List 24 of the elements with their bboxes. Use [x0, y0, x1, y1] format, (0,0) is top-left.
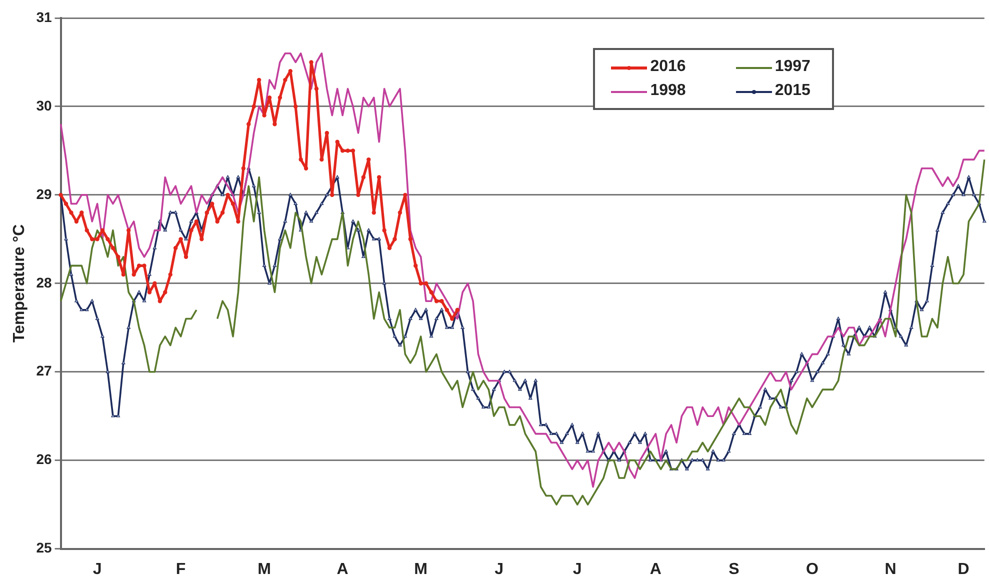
x-tick-label: F	[176, 560, 186, 578]
x-tick-label: J	[572, 560, 582, 578]
y-tick-label: 28	[36, 274, 52, 290]
x-tick-label: J	[494, 560, 504, 578]
y-axis-title: Temperature °C	[11, 224, 28, 342]
y-tick-label: 25	[36, 540, 52, 556]
y-tick-label: 27	[36, 362, 52, 379]
x-tick-label: M	[414, 560, 428, 578]
x-tick-label: O	[806, 560, 818, 578]
x-tick-label: A	[336, 560, 349, 578]
x-tick-label: A	[650, 560, 662, 578]
y-tick-label: 31	[36, 8, 52, 25]
legend-label: 1998	[650, 82, 686, 100]
x-tick-label: D	[958, 560, 970, 578]
legend-label: 2016	[650, 58, 686, 76]
x-tick-label: N	[884, 560, 896, 578]
legend-label: 1997	[774, 58, 810, 76]
y-tick-label: 30	[36, 97, 52, 114]
x-tick-label: S	[728, 560, 740, 578]
x-tick-label: M	[258, 560, 271, 578]
y-tick-label: 29	[36, 186, 52, 202]
legend-label: 2015	[774, 82, 810, 100]
x-tick-label: J	[92, 560, 102, 578]
y-tick-label: 26	[36, 451, 52, 468]
